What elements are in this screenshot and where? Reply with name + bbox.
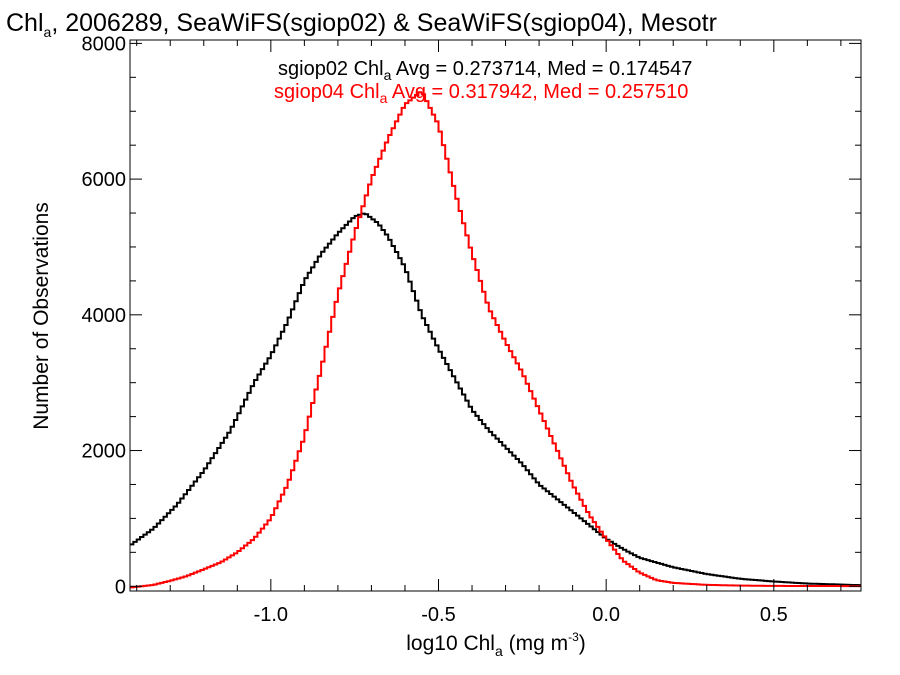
y-axis-label: Number of Observations	[30, 202, 53, 430]
tick-layer: -1.0 -0.5 0.0 0.5 0 2000 4000 6000 8000	[82, 33, 861, 626]
x-axis-label: log10 Chla (mg m-3)	[406, 630, 586, 659]
legend-annotation-sgiop04: sgiop04 Chla Avg = 0.317942, Med = 0.257…	[274, 81, 688, 106]
annotation-sgiop02-suffix: Avg = 0.273714, Med = 0.174547	[391, 58, 692, 80]
annotation-sgiop04-suffix: Avg = 0.317942, Med = 0.257510	[387, 81, 688, 103]
y-tick-label: 8000	[82, 33, 127, 55]
x-tick-label: -1.0	[254, 604, 288, 626]
x-axis-label-units-post: )	[579, 632, 586, 655]
x-axis-label-superscript: -3	[568, 630, 579, 644]
chart-title-suffix: , 2006289, SeaWiFS(sgiop02) & SeaWiFS(sg…	[51, 9, 717, 37]
x-axis-label-prefix: log10 Chl	[406, 632, 495, 655]
series-line-sgiop02	[130, 212, 861, 587]
annotation-sgiop02-subscript: a	[384, 67, 392, 83]
x-axis-label-units-pre: (mg m	[503, 632, 568, 655]
plot-area: -1.0 -0.5 0.0 0.5 0 2000 4000 6000 8000	[82, 33, 862, 626]
chart-title: Chla, 2006289, SeaWiFS(sgiop02) & SeaWiF…	[6, 9, 717, 40]
x-axis-label-subscript: a	[495, 643, 503, 659]
series-layer	[130, 91, 861, 589]
annotation-sgiop02-prefix: sgiop02 Chl	[278, 58, 384, 80]
annotation-sgiop04-prefix: sgiop04 Chl	[274, 81, 380, 103]
annotation-sgiop04-subscript: a	[380, 90, 388, 106]
legend-annotation-sgiop02: sgiop02 Chla Avg = 0.273714, Med = 0.174…	[278, 58, 692, 83]
y-tick-label: 0	[115, 576, 126, 598]
series-line-sgiop04	[130, 91, 861, 589]
chart-title-prefix: Chl	[6, 9, 44, 37]
chart-title-subscript: a	[44, 24, 52, 40]
plot-frame	[129, 39, 862, 592]
x-tick-label: 0.5	[760, 604, 788, 626]
x-tick-label: -0.5	[421, 604, 455, 626]
y-tick-label: 4000	[82, 305, 127, 327]
x-tick-label: 0.0	[592, 604, 620, 626]
y-tick-label: 2000	[82, 441, 127, 463]
y-tick-label: 6000	[82, 169, 127, 191]
